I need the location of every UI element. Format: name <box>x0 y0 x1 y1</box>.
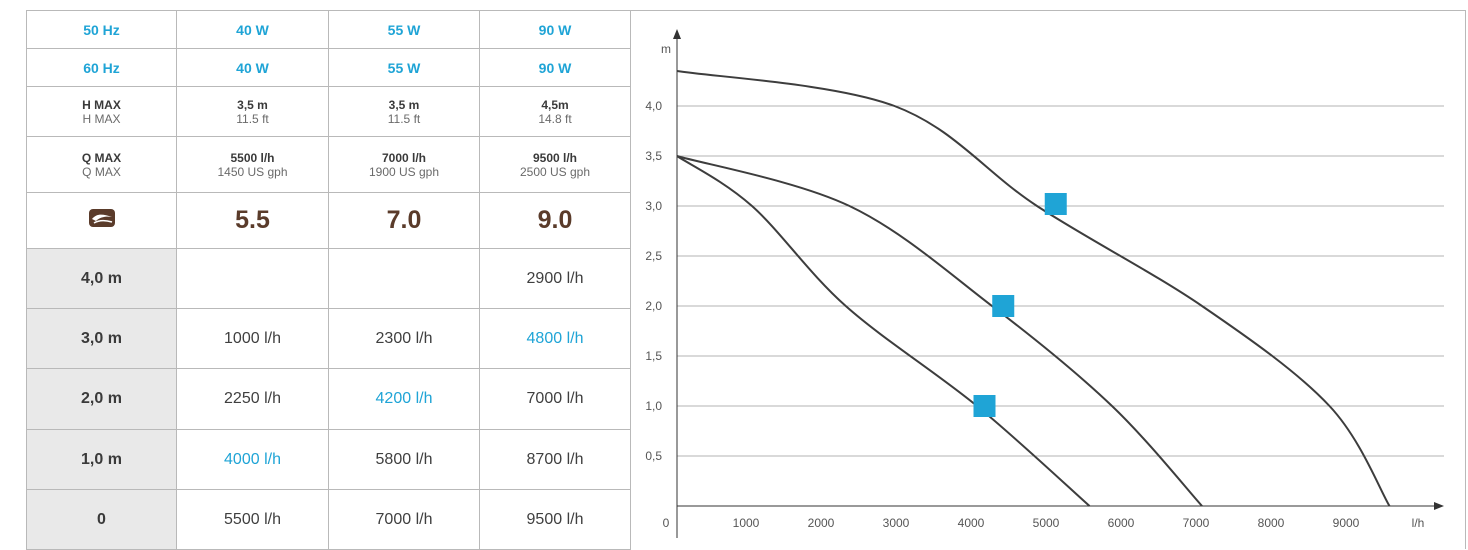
pond-rating-value: 9.0 <box>479 192 631 249</box>
frequency-cell: 50 Hz <box>26 10 177 49</box>
flow-rate-cell: 5500 l/h <box>176 489 329 550</box>
spec-sub: 11.5 ft <box>387 111 421 126</box>
flow-rate-cell: 2300 l/h <box>328 308 480 369</box>
x-axis-unit-label: l/h <box>1412 516 1425 530</box>
x-tick-label: 9000 <box>1333 516 1360 530</box>
head-height-cell: 3,0 m <box>26 308 177 369</box>
head-height-cell: 0 <box>26 489 177 550</box>
y-tick-label: 3,5 <box>645 149 662 163</box>
table-row: 60 Hz 40 W 55 W 90 W <box>26 48 631 87</box>
pump-curve-line <box>676 155 1091 507</box>
flow-rate-cell: 4000 l/h <box>176 429 329 490</box>
pond-rating-label-cell <box>26 192 177 249</box>
spec-main: 7000 l/h <box>381 150 427 165</box>
flow-rate-cell: 9500 l/h <box>479 489 631 550</box>
flow-rate-cell <box>328 248 480 309</box>
x-tick-label: 0 <box>663 516 670 530</box>
x-tick-label: 4000 <box>958 516 985 530</box>
flow-rate-cell: 8700 l/h <box>479 429 631 490</box>
y-tick-label: 3,0 <box>645 199 662 213</box>
y-axis-arrow <box>673 29 681 39</box>
power-cell: 90 W <box>479 10 631 49</box>
pump-curve-chart: 0,5 1,0 1,5 2,0 2,5 3,0 3,5 4,0 0 1000 2000 3000 400… <box>645 29 1444 538</box>
spec-value-cell: 9500 l/h 2500 US gph <box>479 136 631 193</box>
frequency-cell: 60 Hz <box>26 48 177 87</box>
y-axis-unit-label: m <box>661 42 671 56</box>
spec-main: 3,5 m <box>237 97 268 112</box>
spec-value-cell: 7000 l/h 1900 US gph <box>328 136 480 193</box>
flow-rate-cell: 2250 l/h <box>176 368 329 430</box>
table-row: 0 5500 l/h 7000 l/h 9500 l/h <box>26 489 631 550</box>
spec-value-cell: 3,5 m 11.5 ft <box>176 86 329 137</box>
y-tick-label: 2,5 <box>645 249 662 263</box>
head-height-cell: 1,0 m <box>26 429 177 490</box>
x-tick-label: 2000 <box>808 516 835 530</box>
table-row: 4,0 m 2900 l/h <box>26 248 631 309</box>
pump-curve-line <box>676 155 1203 507</box>
spec-value-cell: 5500 l/h 1450 US gph <box>176 136 329 193</box>
head-height-cell: 2,0 m <box>26 368 177 430</box>
flow-rate-cell: 1000 l/h <box>176 308 329 369</box>
y-tick-label: 4,0 <box>645 99 662 113</box>
x-tick-label: 7000 <box>1183 516 1210 530</box>
head-height-cell: 4,0 m <box>26 248 177 309</box>
y-tick-label: 1,5 <box>645 349 662 363</box>
flow-rate-cell: 4800 l/h <box>479 308 631 369</box>
spec-main: H MAX <box>82 97 121 112</box>
y-tick-label: 1,0 <box>645 399 662 413</box>
operating-point-marker <box>992 295 1015 317</box>
power-cell: 55 W <box>328 10 480 49</box>
spec-sub: 11.5 ft <box>236 111 269 126</box>
x-tick-label: 8000 <box>1258 516 1285 530</box>
spec-sub: 14.8 ft <box>538 111 572 126</box>
spec-sub: H MAX <box>82 111 121 126</box>
spec-sub: 1900 US gph <box>368 164 440 179</box>
spec-main: 3,5 m <box>388 97 420 112</box>
spec-sub: 2500 US gph <box>519 164 591 179</box>
table-row: 3,0 m 1000 l/h 2300 l/h 4800 l/h <box>26 308 631 369</box>
operating-point-marker <box>973 395 996 417</box>
flow-rate-cell <box>176 248 329 309</box>
x-tick-label: 3000 <box>883 516 910 530</box>
table-row: Q MAX Q MAX 5500 l/h 1450 US gph 7000 l/h 190… <box>26 136 631 193</box>
table-row: 50 Hz 40 W 55 W 90 W <box>26 10 631 49</box>
x-tick-label: 1000 <box>733 516 760 530</box>
flow-rate-cell: 5800 l/h <box>328 429 480 490</box>
spec-main: 5500 l/h <box>230 150 275 165</box>
flow-rate-cell: 4200 l/h <box>328 368 480 430</box>
pond-rating-value: 5.5 <box>176 192 329 249</box>
spec-value-cell: 3,5 m 11.5 ft <box>328 86 480 137</box>
x-tick-label: 5000 <box>1033 516 1060 530</box>
spec-value-cell: 4,5m 14.8 ft <box>479 86 631 137</box>
table-row: 2,0 m 2250 l/h 4200 l/h 7000 l/h <box>26 368 631 430</box>
operating-point-marker <box>1044 193 1067 215</box>
spec-main: 4,5m <box>541 97 569 112</box>
table-row: 1,0 m 4000 l/h 5800 l/h 8700 l/h <box>26 429 631 490</box>
y-tick-label: 0,5 <box>645 449 662 463</box>
power-cell: 40 W <box>176 48 329 87</box>
flow-rate-cell: 7000 l/h <box>328 489 480 550</box>
x-tick-label: 6000 <box>1108 516 1135 530</box>
power-cell: 40 W <box>176 10 329 49</box>
fish-pond-icon <box>88 209 115 227</box>
y-tick-label: 2,0 <box>645 299 662 313</box>
table-row: 5.5 7.0 9.0 <box>26 192 631 249</box>
flow-rate-cell: 7000 l/h <box>479 368 631 430</box>
spec-sub: 1450 US gph <box>217 164 288 179</box>
x-axis-arrow <box>1434 502 1444 510</box>
power-cell: 55 W <box>328 48 480 87</box>
spec-main: Q MAX <box>81 150 122 165</box>
pond-rating-value: 7.0 <box>328 192 480 249</box>
flow-rate-cell: 2900 l/h <box>479 248 631 309</box>
table-row: H MAX H MAX 3,5 m 11.5 ft 3,5 m 11.5 ft 4,5m 14… <box>26 86 631 137</box>
spec-sub: Q MAX <box>82 164 121 179</box>
spec-label-cell: H MAX H MAX <box>26 86 177 137</box>
spec-main: 9500 l/h <box>532 150 578 165</box>
spec-label-cell: Q MAX Q MAX <box>26 136 177 193</box>
power-cell: 90 W <box>479 48 631 87</box>
pump-curve-line <box>676 70 1391 507</box>
